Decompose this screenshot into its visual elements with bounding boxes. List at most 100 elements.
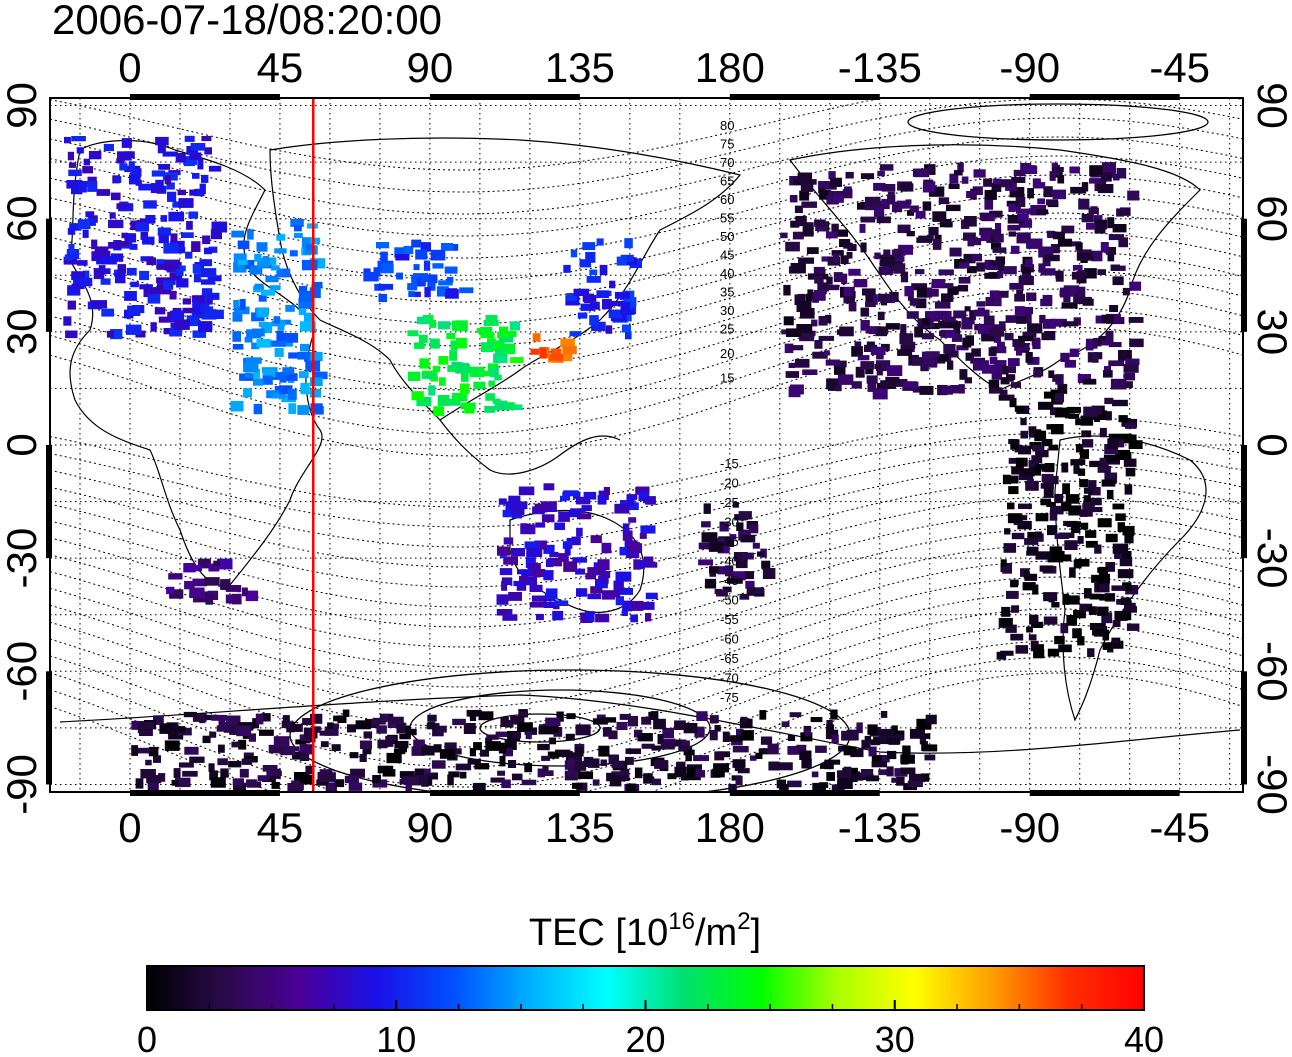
- tec-cell: [1014, 406, 1025, 412]
- tec-cell: [300, 775, 313, 785]
- tec-cell: [900, 324, 907, 334]
- contour-label: 60: [720, 192, 734, 207]
- tec-cell: [541, 501, 557, 512]
- tec-cell: [609, 775, 622, 787]
- tec-cell: [740, 534, 756, 543]
- tec-cell: [876, 216, 891, 224]
- tec-cell: [538, 726, 554, 735]
- tec-cell: [282, 373, 298, 381]
- tec-cell: [755, 752, 763, 759]
- tec-cell: [900, 767, 916, 775]
- tec-cell: [759, 710, 767, 720]
- tec-cell: [348, 782, 363, 791]
- tec-cell: [621, 610, 628, 616]
- tec-cell: [614, 291, 630, 299]
- tec-cell: [1051, 318, 1067, 327]
- tec-cell: [904, 286, 914, 297]
- contour-label: 55: [720, 211, 734, 226]
- top-lon-tick-label: 180: [695, 44, 765, 91]
- contour-line: [50, 155, 1243, 259]
- tec-cell: [139, 284, 153, 290]
- tec-cell: [1046, 199, 1059, 206]
- tec-cell: [1104, 472, 1118, 484]
- tec-cell: [451, 392, 468, 402]
- tec-cell: [1077, 468, 1086, 476]
- tec-cell: [558, 511, 570, 522]
- tec-cell: [1129, 281, 1142, 291]
- tec-cell: [876, 369, 883, 376]
- tec-cell: [469, 366, 485, 378]
- tec-cell: [865, 294, 873, 304]
- tec-cell: [1091, 574, 1103, 583]
- tec-cell: [510, 321, 521, 331]
- tec-cell: [1113, 173, 1120, 181]
- tec-cell: [1095, 315, 1107, 324]
- tec-cell: [155, 136, 169, 146]
- tec-cell: [429, 320, 437, 328]
- tec-cell: [709, 566, 719, 574]
- tec-cell: [875, 360, 891, 372]
- tec-cell: [826, 284, 840, 291]
- tec-cell: [521, 570, 528, 581]
- tec-cell: [951, 334, 963, 342]
- tec-cell: [532, 563, 541, 571]
- tec-cell: [254, 283, 264, 290]
- contour-label: 70: [720, 155, 734, 170]
- tec-cell: [79, 277, 93, 287]
- tec-cell: [560, 495, 567, 502]
- tec-cell: [1015, 457, 1028, 467]
- tec-cell: [508, 495, 521, 507]
- tec-cell: [1051, 602, 1060, 608]
- tec-cell: [1080, 522, 1089, 530]
- tec-cell: [510, 357, 524, 363]
- tec-cell: [121, 138, 132, 148]
- tec-cell: [1027, 478, 1034, 486]
- tec-cell: [1093, 215, 1103, 222]
- tec-cell: [128, 174, 141, 185]
- tec-cell: [1046, 424, 1060, 430]
- tec-cell: [73, 278, 84, 287]
- contour-label: -65: [720, 651, 739, 666]
- tec-cell: [488, 340, 502, 352]
- tec-cell: [254, 253, 262, 262]
- tec-cell: [1105, 247, 1116, 255]
- tec-cell: [1024, 259, 1033, 269]
- tec-cell: [83, 158, 90, 166]
- tec-cell: [724, 565, 734, 577]
- tec-cell: [396, 722, 406, 734]
- tec-cell: [825, 359, 840, 366]
- tec-cell: [619, 713, 631, 720]
- tec-cell: [1124, 372, 1136, 381]
- tec-cell: [109, 212, 116, 219]
- tec-cell: [299, 744, 314, 755]
- colorbar-ticks: 0 10 20 30 40: [137, 1000, 1164, 1057]
- tec-cell: [944, 219, 952, 228]
- tec-cell: [983, 178, 993, 187]
- tec-cell: [1122, 582, 1132, 591]
- tec-cell: [1026, 546, 1039, 556]
- tec-cell: [985, 297, 995, 307]
- colorbar-tick-label: 20: [625, 1019, 665, 1057]
- tec-cell: [451, 361, 463, 371]
- tec-cell: [722, 731, 730, 742]
- tec-cell: [537, 743, 550, 751]
- tec-cell: [158, 234, 169, 244]
- tec-cell: [1094, 544, 1102, 554]
- tec-cell: [839, 239, 851, 248]
- tec-cell: [192, 263, 202, 274]
- tec-cell: [1062, 483, 1070, 495]
- tec-cell: [271, 321, 286, 327]
- tec-cell: [1008, 231, 1016, 237]
- tec-cell: [949, 385, 965, 394]
- tec-cell: [271, 781, 280, 789]
- tec-cell: [741, 552, 754, 560]
- tec-cell: [693, 755, 709, 762]
- tec-cell: [877, 311, 885, 321]
- tec-cell: [422, 373, 436, 379]
- tec-cell: [201, 294, 213, 305]
- frame-bar: [1241, 671, 1247, 785]
- tec-cell: [860, 242, 867, 253]
- tec-cell: [365, 719, 380, 728]
- tec-cell: [713, 763, 729, 773]
- tec-cell: [287, 389, 297, 400]
